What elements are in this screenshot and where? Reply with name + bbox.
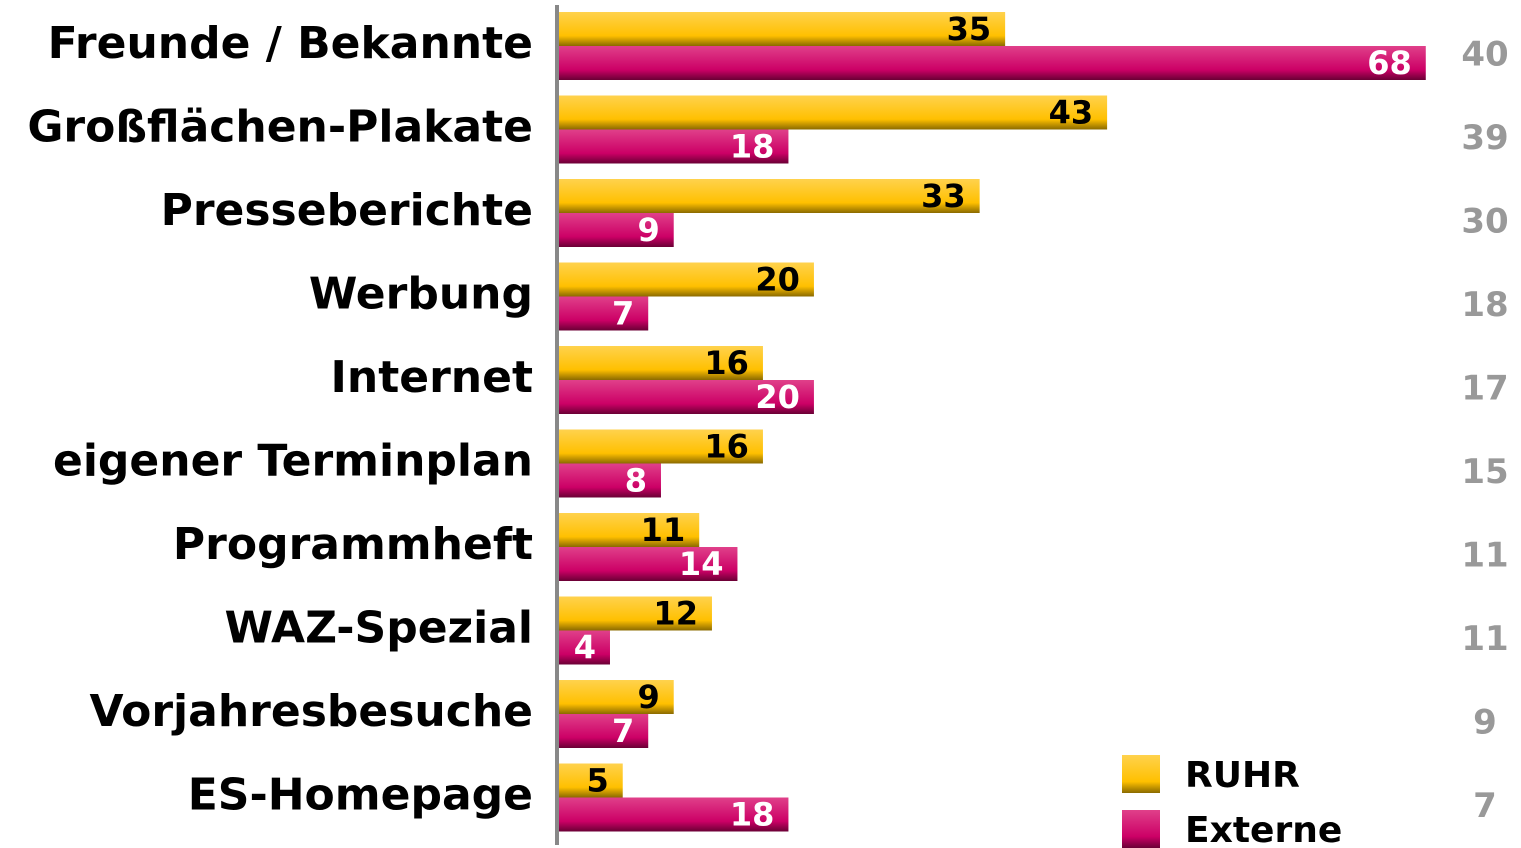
total-label: 9 (1473, 703, 1497, 743)
value-label: 43 (1049, 94, 1094, 132)
bar (559, 95, 1108, 130)
bar (559, 763, 623, 798)
bar (559, 547, 738, 581)
total-label: 17 (1461, 369, 1508, 409)
value-label: 8 (625, 462, 647, 500)
value-label: 14 (679, 545, 724, 583)
category-label: Programmheft (173, 519, 533, 570)
category-label: Presseberichte (161, 185, 533, 236)
value-label: 68 (1367, 44, 1412, 82)
bar (559, 596, 712, 631)
value-label: 18 (730, 128, 775, 166)
value-label: 16 (704, 344, 749, 382)
value-label: 18 (730, 796, 775, 834)
legend-swatch (1122, 810, 1160, 848)
total-label: 7 (1473, 786, 1497, 826)
total-label: 11 (1461, 536, 1508, 576)
legend-swatch (1122, 755, 1160, 793)
total-label: 30 (1461, 202, 1508, 242)
value-label: 20 (755, 378, 800, 416)
category-label: Großflächen-Plakate (27, 102, 533, 153)
total-label: 15 (1461, 452, 1508, 492)
bar (559, 630, 610, 665)
bar (559, 12, 1006, 46)
category-label: Freunde / Bekannte (48, 18, 533, 69)
bar (559, 296, 649, 331)
category-label: Werbung (309, 269, 533, 320)
bar (559, 179, 980, 213)
value-label: 9 (637, 211, 659, 249)
total-label: 11 (1461, 619, 1508, 659)
category-label: Vorjahresbesuche (89, 686, 533, 737)
value-label: 35 (947, 10, 992, 48)
bar (559, 129, 789, 164)
bar (559, 680, 674, 714)
category-label: eigener Terminplan (53, 436, 533, 487)
value-label: 11 (641, 511, 686, 549)
total-label: 18 (1461, 285, 1508, 325)
bar (559, 513, 700, 547)
bar (559, 714, 649, 748)
value-label: 16 (704, 428, 749, 466)
legend-label: RUHR (1185, 755, 1300, 796)
bar (559, 213, 674, 247)
bar (559, 429, 763, 464)
bar (559, 346, 763, 380)
value-label: 7 (612, 712, 634, 750)
value-label: 12 (653, 595, 698, 633)
total-label: 39 (1461, 118, 1508, 158)
bar (559, 262, 814, 297)
category-label: WAZ-Spezial (225, 603, 534, 654)
value-label: 33 (921, 177, 966, 215)
value-label: 9 (637, 678, 659, 716)
bar (559, 46, 1426, 80)
category-label: Internet (331, 352, 533, 403)
value-label: 20 (755, 261, 800, 299)
bar (559, 380, 814, 414)
legend-label: Externe (1185, 810, 1342, 848)
category-label: ES-Homepage (188, 770, 533, 821)
total-label: 40 (1461, 35, 1508, 75)
bar (559, 463, 661, 498)
value-label: 5 (586, 762, 608, 800)
bar (559, 797, 789, 832)
value-label: 7 (612, 295, 634, 333)
value-label: 4 (574, 629, 596, 667)
